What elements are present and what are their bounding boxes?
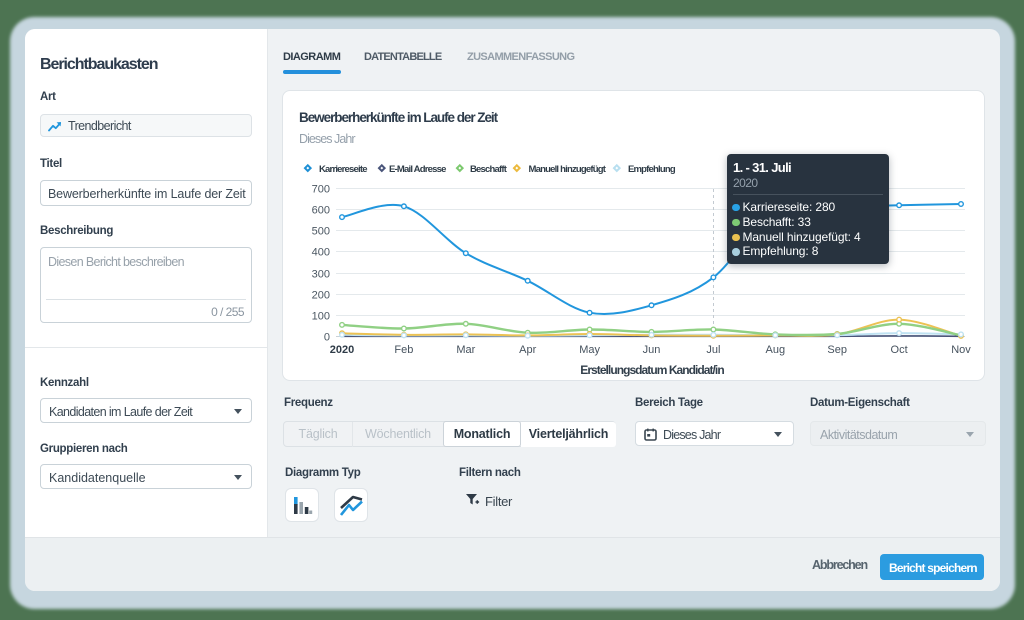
svg-text:2020: 2020 (330, 344, 354, 356)
svg-text:400: 400 (312, 247, 330, 259)
svg-text:600: 600 (312, 205, 330, 217)
svg-text:Sep: Sep (827, 344, 847, 356)
svg-text:700: 700 (312, 184, 330, 196)
svg-text:200: 200 (312, 290, 330, 302)
svg-text:Aug: Aug (766, 344, 786, 356)
svg-text:Mar: Mar (456, 344, 475, 356)
svg-text:Oct: Oct (891, 344, 908, 356)
svg-text:Jul: Jul (706, 344, 720, 356)
svg-text:100: 100 (312, 311, 330, 323)
svg-text:Feb: Feb (394, 344, 413, 356)
svg-text:Apr: Apr (519, 344, 536, 356)
svg-text:May: May (579, 344, 600, 356)
svg-text:0: 0 (324, 332, 330, 344)
svg-text:Jun: Jun (643, 344, 661, 356)
svg-text:500: 500 (312, 226, 330, 238)
svg-text:Nov: Nov (951, 344, 971, 356)
svg-text:300: 300 (312, 269, 330, 281)
svg-text:Erstellungsdatum Kandidat/in: Erstellungsdatum Kandidat/in (580, 363, 724, 377)
